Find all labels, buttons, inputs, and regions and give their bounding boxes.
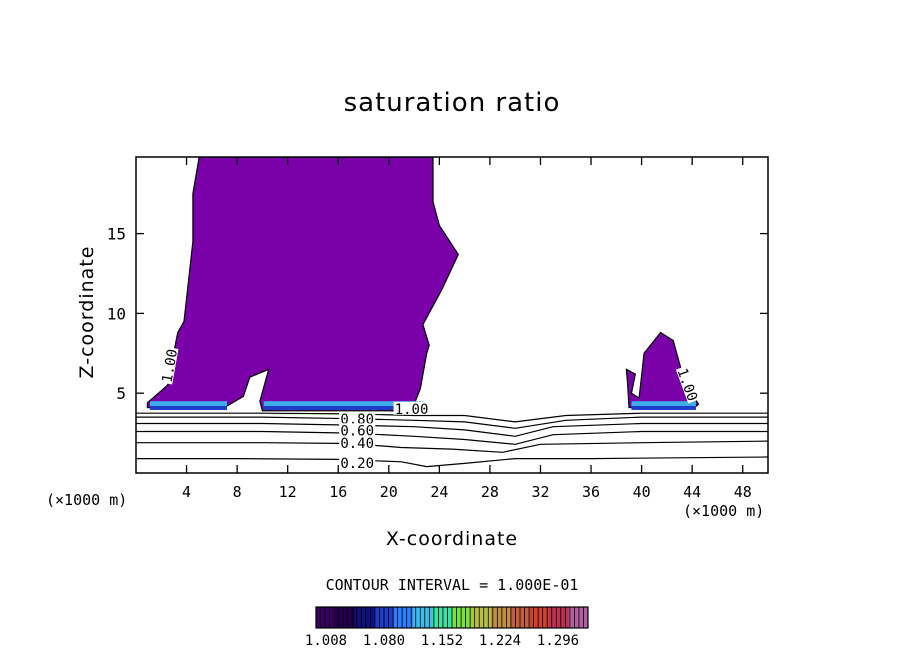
contour-label: 0.40 (340, 436, 374, 452)
colorbar-tick-label: 1.224 (479, 633, 521, 649)
y-axis-label: Z-coordinate (76, 245, 98, 379)
contour-label-bg (675, 365, 701, 404)
cloud-base-core-2 (631, 405, 696, 410)
colorbar-segment (549, 607, 570, 628)
colorbar-segment (354, 607, 375, 628)
contour-line-4 (136, 416, 768, 429)
contour-labels: 1.001.001.000.800.600.400.20 (159, 346, 701, 472)
chart-title: saturation ratio (343, 88, 561, 118)
colorbar-segment (413, 607, 434, 628)
y-tick-label: 15 (107, 225, 126, 244)
colorbar-segment (452, 607, 472, 628)
contour-line-2 (136, 430, 768, 445)
colorbar: 1.008 1.080 1.152 1.224 1.296 (305, 606, 589, 649)
contour-label-bg (339, 412, 376, 426)
contour-label-bg (339, 423, 376, 437)
x-tick-label: 8 (233, 483, 242, 501)
x-tick-label: 40 (633, 483, 651, 501)
x-axis-label: X-coordinate (385, 528, 519, 550)
cloud-base-band-2 (631, 401, 696, 410)
contour-label: 0.20 (340, 456, 374, 472)
contour-line-5 (136, 412, 768, 423)
contour-label-bg (393, 401, 430, 415)
colorbar-tick-label: 1.296 (537, 633, 579, 649)
contour-line-1 (136, 440, 768, 453)
x-tick-label: 32 (531, 483, 549, 501)
colorbar-tick-label: 1.152 (421, 633, 463, 649)
x-tick-label: 48 (734, 483, 752, 501)
cloud-base-core-0 (149, 405, 228, 410)
x-tick-label: 36 (582, 483, 600, 501)
colorbar-segment (316, 607, 336, 628)
colorbar-frame (315, 606, 589, 629)
x-axis: 4 8 12 16 20 24 28 32 36 40 44 48 (182, 157, 752, 501)
contour-label: 0.60 (340, 423, 374, 439)
colorbar-tick-label: 1.008 (305, 633, 347, 649)
colorbar-segment (393, 607, 414, 628)
plot-frame (135, 156, 769, 474)
region-1 (625, 331, 700, 410)
x-tick-label: 16 (329, 483, 347, 501)
colorbar-segment (471, 607, 492, 628)
contour-label-bg (159, 346, 179, 385)
x-tick-label: 4 (182, 483, 191, 501)
contour-line-3 (136, 422, 768, 437)
contour-lines (136, 412, 768, 468)
contour-label: 1.00 (160, 348, 182, 384)
x-tick-label: 24 (430, 483, 448, 501)
y-tick-label: 5 (116, 384, 126, 403)
x-tick-label: 28 (481, 483, 499, 501)
x-unit-label-left: (×1000 m) (46, 491, 128, 509)
cloud-base-core-1 (263, 405, 425, 410)
colorbar-segment (529, 607, 550, 628)
x-unit-label-right: (×1000 m) (683, 502, 765, 520)
colorbar-segment (335, 607, 356, 628)
x-tick-label: 44 (683, 483, 701, 501)
contour-interval-label: CONTOUR INTERVAL = 1.000E-01 (325, 576, 579, 594)
contour-label-bg (339, 436, 376, 450)
y-axis: 5 10 15 (107, 225, 768, 403)
cloud-base-band-1 (263, 401, 425, 410)
contour-label: 1.00 (395, 402, 429, 418)
contour-line-0 (136, 456, 768, 468)
supersaturation-regions (146, 157, 700, 413)
x-tick-label: 12 (279, 483, 297, 501)
x-tick-label: 20 (380, 483, 398, 501)
y-tick-label: 10 (107, 304, 126, 323)
cloud-base-band-0 (149, 401, 228, 410)
colorbar-tick-label: 1.080 (363, 633, 405, 649)
contour-label-bg (339, 456, 376, 470)
colorbar-segment (490, 607, 511, 628)
region-0 (146, 157, 459, 413)
